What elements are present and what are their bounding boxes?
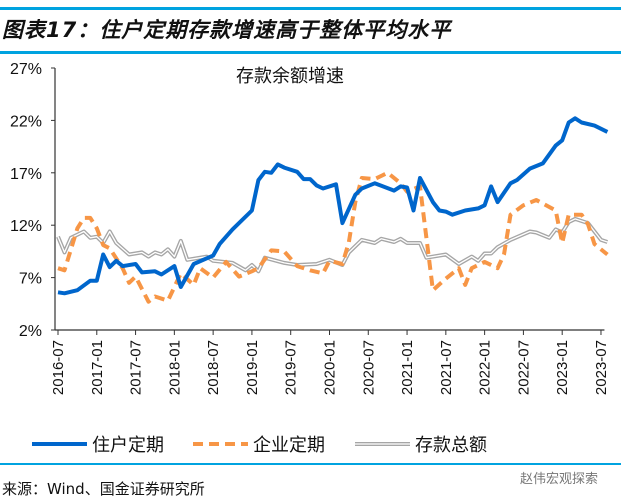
legend-label: 住户定期 xyxy=(92,435,164,455)
legend-label: 企业定期 xyxy=(253,435,325,455)
x-tick-label: 2021-01 xyxy=(399,340,416,395)
legend-label: 存款总额 xyxy=(415,435,487,455)
x-tick-label: 2023-07 xyxy=(593,340,610,395)
source-note: 来源：Wind、国金证券研究所 xyxy=(2,480,205,498)
x-tick-label: 2016-07 xyxy=(50,340,67,395)
x-tick-label: 2017-01 xyxy=(89,340,106,395)
x-tick-label: 2018-07 xyxy=(205,340,222,395)
series-line-total-deposits xyxy=(56,216,609,274)
y-tick-label: 27% xyxy=(10,61,42,78)
x-tick-label: 2019-01 xyxy=(244,340,261,395)
top-rule xyxy=(0,7,621,10)
x-tick-label: 2020-01 xyxy=(321,340,338,395)
y-tick-label: 17% xyxy=(10,166,42,183)
x-tick-label: 2018-01 xyxy=(166,340,183,395)
x-tick-label: 2019-07 xyxy=(283,340,300,395)
watermark: 赵伟宏观探索 xyxy=(520,472,599,487)
x-tick-label: 2022-07 xyxy=(515,340,532,395)
x-tick-label: 2023-01 xyxy=(554,340,571,395)
y-tick-label: 22% xyxy=(10,113,42,130)
x-tick-label: 2017-07 xyxy=(128,340,145,395)
chart-title: 存款余额增速 xyxy=(236,66,344,86)
figure-title: 图表17：住户定期存款增速高于整体平均水平 xyxy=(2,18,452,42)
x-tick-label: 2022-01 xyxy=(477,340,494,395)
x-tick-label: 2020-07 xyxy=(360,340,377,395)
title-rule xyxy=(0,51,621,54)
x-tick-label: 2021-07 xyxy=(438,340,455,395)
y-tick-label: 12% xyxy=(10,218,42,235)
line-chart: 存款余额增速 2% 7% 12% 17% 22% 27% 2016-07 2017-01 201… xyxy=(10,61,610,455)
legend-rule xyxy=(0,463,621,465)
y-tick-label: 2% xyxy=(19,323,42,340)
y-tick-label: 7% xyxy=(19,271,42,288)
series-line-household-time xyxy=(57,116,609,296)
series-line-total-deposits-inner xyxy=(57,218,608,272)
series-line-corporate-time xyxy=(57,170,609,304)
